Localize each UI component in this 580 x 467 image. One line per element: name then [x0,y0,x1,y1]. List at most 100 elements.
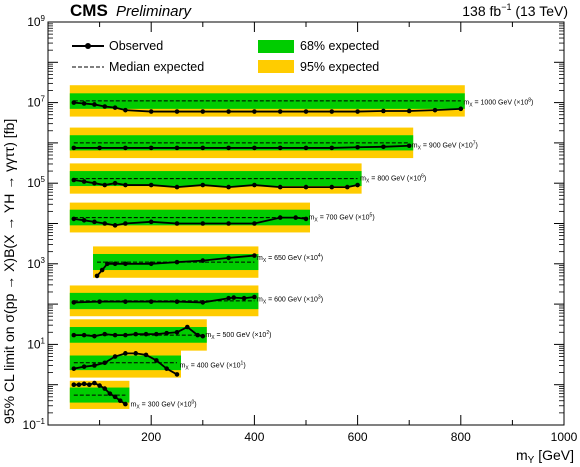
observed-point-mx700 [81,218,87,223]
observed-point-mx500 [154,331,159,337]
observed-point-mx800 [112,180,118,186]
observed-point-mx500 [200,333,206,339]
observed-point-mx900 [226,145,231,151]
x-tick-label: 200 [141,430,161,444]
legend-median-label: Median expected [109,60,204,74]
observed-point-mx1000 [432,107,438,113]
observed-point-mx600 [252,294,257,300]
observed-point-mx600 [148,299,154,304]
observed-point-mx1000 [381,108,386,114]
observed-point-mx300 [117,398,123,404]
observed-point-mx400 [123,351,128,356]
x-tick-label: 800 [451,430,471,444]
mass-label-mx500: mX = 500 GeV (×102) [205,330,271,341]
y-tick-label: 109 [27,14,45,29]
mass-label-mx400: mX = 400 GeV (×101) [180,360,246,371]
observed-point-mx300 [76,382,82,388]
observed-point-mx650 [252,253,257,258]
observed-line-mx800 [73,179,358,189]
observed-point-mx300 [92,380,97,386]
mass-labels: mX = 300 GeV (×100) mX = 400 GeV (×101) mX… [131,98,534,411]
observed-point-mx500 [102,331,108,337]
x-axis-title: mY [GeV] [516,447,574,466]
observed-point-mx300 [71,382,77,388]
observed-line-mx600 [73,296,255,304]
observed-point-mx900 [174,145,180,151]
observed-point-mx600 [241,295,247,301]
observed-point-mx700 [102,221,108,226]
observed-point-mx700 [148,219,154,225]
observed-point-mx400 [81,364,87,369]
legend-observed-label: Observed [109,39,163,53]
observed-point-mx1000 [112,105,118,110]
observed-point-mx1000 [277,109,283,114]
observed-point-mx300 [97,383,102,388]
observed-point-mx1000 [81,101,87,106]
observed-point-mx1000 [123,107,128,113]
observed-point-mx600 [174,299,180,304]
observed-point-mx800 [355,182,360,188]
observed-point-mx800 [303,184,309,190]
observed-point-mx400 [174,372,180,377]
y-tick-label: 103 [27,256,45,271]
observed-point-mx500 [81,332,87,338]
observed-point-mx800 [148,182,154,188]
observed-point-mx1000 [303,109,309,114]
mass-label-mx1000: mX = 1000 GeV (×108) [463,98,533,109]
observed-point-mx1000 [174,109,180,114]
observed-point-mx300 [81,381,87,387]
legend-68-label: 68% expected [300,39,379,53]
observed-point-mx800 [200,182,206,188]
observed-point-mx700 [293,215,298,220]
expected-bands [69,85,465,409]
observed-point-mx400 [71,366,77,371]
observed-point-mx600 [71,300,77,305]
observed-point-mx1000 [148,109,154,114]
legend: Observed Median expected 68% expected 95… [72,39,379,74]
observed-point-mx600 [231,295,237,300]
observed-point-mx1000 [355,109,360,114]
observed-point-mx600 [97,299,102,304]
observed-point-mx700 [303,216,309,222]
observed-point-mx400 [143,352,149,358]
observed-point-mx900 [97,145,102,151]
observed-point-mx700 [112,223,118,228]
observed-point-mx1000 [458,106,464,112]
observed-point-mx650 [94,273,100,279]
x-tick-label: 600 [348,430,368,444]
legend-68-swatch [258,40,294,53]
observed-point-mx900 [381,144,386,150]
mass-label-mx800: mX = 800 GeV (×106) [360,174,426,185]
observed-point-mx650 [200,258,206,263]
observed-point-mx650 [174,259,180,265]
observed-point-mx500 [195,332,200,338]
observed-point-mx650 [226,255,231,261]
mass-label-mx650: mX = 650 GeV (×104) [257,253,323,264]
observed-point-mx400 [102,360,108,366]
observed-point-mx800 [123,182,128,188]
lumi-label: 138 fb−1 (13 TeV) [462,2,568,19]
observed-point-mx700 [92,219,97,225]
observed-point-mx800 [81,179,87,184]
mass-label-mx600: mX = 600 GeV (×103) [257,295,323,306]
observed-point-mx300 [86,382,92,388]
observed-point-mx650 [112,261,118,267]
observed-point-mx300 [102,386,108,391]
observed-point-mx650 [99,267,105,273]
observed-point-mx800 [102,182,108,188]
observed-point-mx1000 [329,109,335,114]
observed-point-mx700 [71,216,77,222]
observed-point-mx600 [123,299,128,304]
observed-point-mx1000 [92,102,97,107]
observed-line-mx900 [73,144,410,149]
y-tick-label: 10−1 [23,417,46,432]
observed-point-mx900 [303,145,309,151]
observed-point-mx700 [226,221,231,226]
legend-95-label: 95% expected [300,60,379,74]
y-tick-label: 105 [27,175,45,190]
observed-point-mx800 [344,184,350,190]
observed-point-mx300 [112,394,118,400]
observed-point-mx1000 [200,109,206,114]
observed-point-mx800 [329,184,335,190]
